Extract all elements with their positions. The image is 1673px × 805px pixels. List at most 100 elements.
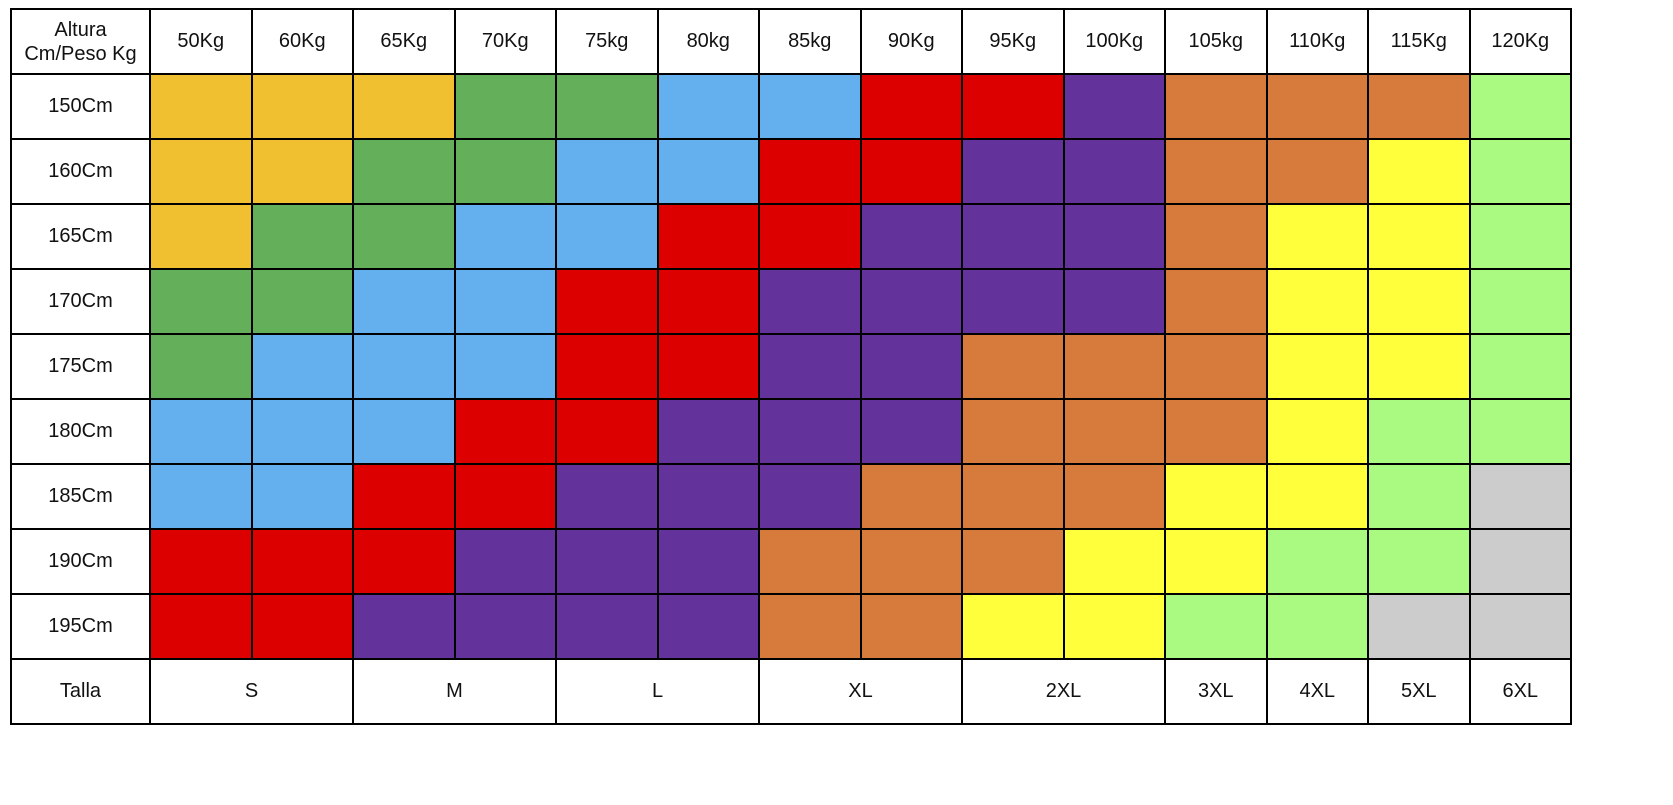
weight-header-cell: 105kg bbox=[1164, 8, 1268, 75]
weight-header-cell: 85kg bbox=[758, 8, 862, 75]
size-color-cell bbox=[656, 333, 760, 400]
size-color-cell bbox=[656, 268, 760, 335]
size-color-cell bbox=[961, 333, 1065, 400]
size-legend-cell: 3XL bbox=[1164, 658, 1268, 725]
height-header-cell: 160Cm bbox=[10, 138, 151, 205]
size-color-cell bbox=[453, 138, 557, 205]
size-color-cell bbox=[961, 203, 1065, 270]
size-color-cell bbox=[859, 268, 963, 335]
size-color-cell bbox=[352, 203, 456, 270]
size-color-cell bbox=[352, 593, 456, 660]
height-header-cell: 190Cm bbox=[10, 528, 151, 595]
size-color-cell bbox=[453, 203, 557, 270]
size-color-cell bbox=[1367, 138, 1471, 205]
size-color-cell bbox=[1265, 268, 1369, 335]
size-color-cell bbox=[555, 138, 659, 205]
size-color-cell bbox=[859, 333, 963, 400]
size-legend-cell: 2XL bbox=[961, 658, 1166, 725]
size-color-cell bbox=[555, 593, 659, 660]
size-color-cell bbox=[758, 73, 862, 140]
size-color-cell bbox=[1164, 528, 1268, 595]
height-row: 170Cm bbox=[10, 268, 1572, 335]
size-color-cell bbox=[1164, 398, 1268, 465]
size-color-cell bbox=[1265, 593, 1369, 660]
size-color-cell bbox=[453, 463, 557, 530]
height-header-cell: 150Cm bbox=[10, 73, 151, 140]
size-color-cell bbox=[1062, 528, 1166, 595]
size-legend-cell: S bbox=[149, 658, 354, 725]
size-color-cell bbox=[1367, 203, 1471, 270]
size-color-cell bbox=[555, 333, 659, 400]
corner-label-line2: Cm/Peso Kg bbox=[24, 42, 137, 65]
size-color-cell bbox=[453, 268, 557, 335]
size-color-cell bbox=[149, 398, 253, 465]
size-color-cell bbox=[250, 203, 354, 270]
size-color-cell bbox=[961, 73, 1065, 140]
size-color-cell bbox=[149, 333, 253, 400]
size-color-cell bbox=[1265, 398, 1369, 465]
height-header-cell: 165Cm bbox=[10, 203, 151, 270]
height-row: 165Cm bbox=[10, 203, 1572, 270]
size-color-cell bbox=[1468, 593, 1572, 660]
size-color-cell bbox=[758, 138, 862, 205]
size-color-cell bbox=[1062, 73, 1166, 140]
size-color-cell bbox=[656, 593, 760, 660]
size-color-cell bbox=[1367, 528, 1471, 595]
size-color-cell bbox=[859, 138, 963, 205]
size-legend-label: Talla bbox=[10, 658, 151, 725]
size-color-cell bbox=[352, 73, 456, 140]
size-color-cell bbox=[961, 528, 1065, 595]
size-color-cell bbox=[555, 398, 659, 465]
size-color-cell bbox=[1468, 203, 1572, 270]
size-color-cell bbox=[352, 528, 456, 595]
height-row: 175Cm bbox=[10, 333, 1572, 400]
header-row: Altura Cm/Peso Kg 50Kg 60Kg 65Kg 70Kg 75kg 80kg… bbox=[10, 8, 1572, 75]
height-header-cell: 195Cm bbox=[10, 593, 151, 660]
weight-header-cell: 90Kg bbox=[859, 8, 963, 75]
size-color-cell bbox=[250, 138, 354, 205]
size-color-cell bbox=[555, 463, 659, 530]
height-header-cell: 185Cm bbox=[10, 463, 151, 530]
size-color-cell bbox=[1164, 268, 1268, 335]
size-color-cell bbox=[1367, 593, 1471, 660]
size-color-cell bbox=[453, 528, 557, 595]
size-color-cell bbox=[961, 593, 1065, 660]
size-color-cell bbox=[352, 268, 456, 335]
weight-header-cell: 50Kg bbox=[149, 8, 253, 75]
size-color-cell bbox=[352, 138, 456, 205]
size-color-cell bbox=[1468, 268, 1572, 335]
size-color-cell bbox=[1062, 268, 1166, 335]
weight-header-cell: 80kg bbox=[656, 8, 760, 75]
weight-header-cell: 75kg bbox=[555, 8, 659, 75]
size-color-cell bbox=[1367, 73, 1471, 140]
height-row: 180Cm bbox=[10, 398, 1572, 465]
weight-header-cell: 115Kg bbox=[1367, 8, 1471, 75]
size-color-cell bbox=[1265, 528, 1369, 595]
size-color-cell bbox=[859, 528, 963, 595]
size-color-cell bbox=[250, 528, 354, 595]
size-color-cell bbox=[656, 138, 760, 205]
size-color-cell bbox=[1164, 73, 1268, 140]
size-color-cell bbox=[149, 203, 253, 270]
size-color-cell bbox=[453, 593, 557, 660]
weight-header-cell: 65Kg bbox=[352, 8, 456, 75]
size-color-cell bbox=[453, 398, 557, 465]
size-color-cell bbox=[250, 268, 354, 335]
size-color-cell bbox=[1468, 463, 1572, 530]
size-color-cell bbox=[555, 528, 659, 595]
size-color-cell bbox=[149, 463, 253, 530]
size-color-cell bbox=[1062, 398, 1166, 465]
height-row: 150Cm bbox=[10, 73, 1572, 140]
size-color-cell bbox=[1164, 593, 1268, 660]
size-color-cell bbox=[758, 398, 862, 465]
size-color-cell bbox=[758, 463, 862, 530]
size-color-cell bbox=[352, 333, 456, 400]
size-color-cell bbox=[656, 203, 760, 270]
size-legend-row: Talla S M L XL 2XL 3XL 4XL 5XL 6XL bbox=[10, 658, 1572, 725]
size-color-cell bbox=[1367, 398, 1471, 465]
size-color-cell bbox=[1062, 203, 1166, 270]
size-color-cell bbox=[1468, 398, 1572, 465]
size-color-cell bbox=[1265, 333, 1369, 400]
size-legend-cell: L bbox=[555, 658, 760, 725]
corner-label-line1: Altura bbox=[54, 18, 107, 41]
